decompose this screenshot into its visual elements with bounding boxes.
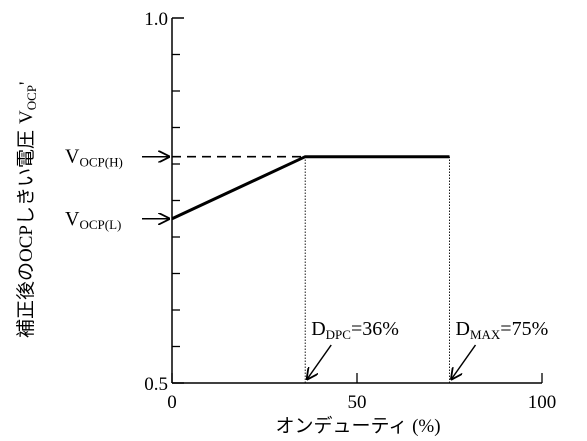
y-axis-label-symbol: V bbox=[16, 110, 37, 124]
plot-area: 1.0 0.50 50 100 VOCP(H) VOCP(L) DDPC=36% DMAX=7… bbox=[65, 9, 556, 413]
annotation-d-max-arrow bbox=[452, 344, 477, 379]
annotation-vocp-l: VOCP(L) bbox=[65, 208, 121, 232]
series-line-0 bbox=[171, 155, 450, 221]
y-tick-label-1: 0.5 bbox=[144, 374, 168, 395]
x-tick-label-0: 0 bbox=[167, 392, 177, 413]
annotation-d-dpc-arrow bbox=[307, 344, 332, 379]
annotation-vocp-h: VOCP(H) bbox=[65, 146, 123, 170]
y-axis-label: 補正後のOCPしきい電圧 VOCP' bbox=[15, 82, 39, 338]
x-axis-label: オンデューティ (%) bbox=[275, 415, 440, 437]
annotation-d-dpc: DDPC=36% bbox=[311, 318, 399, 342]
y-axis-label-prime: ' bbox=[16, 82, 37, 85]
x-tick-label-1: 50 bbox=[348, 392, 367, 413]
x-tick-label-2: 100 bbox=[528, 392, 557, 413]
y-axis-label-main: 補正後のOCPしきい電圧 bbox=[15, 130, 37, 338]
annotation-d-max: DMAX=75% bbox=[456, 318, 549, 342]
y-axis-label-subscript: OCP bbox=[24, 85, 39, 110]
y-tick-label-0: 1.0 bbox=[144, 9, 168, 30]
